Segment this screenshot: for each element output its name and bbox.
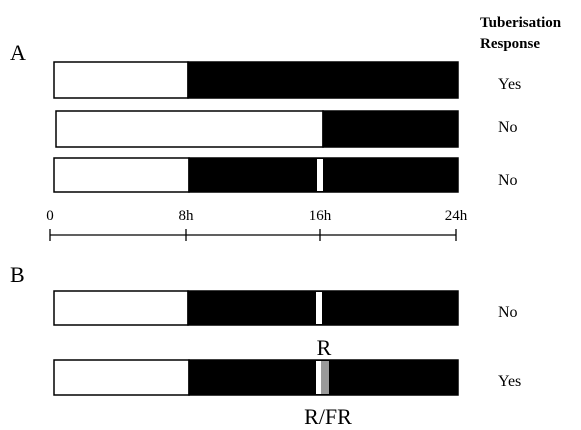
panel-label-b: B [10,262,25,287]
scheme-b1: R No [53,290,518,360]
scheme-a2: No [55,110,518,148]
response-label: Yes [498,373,521,390]
panel-label-a: A [10,40,26,65]
header-response: Response [480,36,540,52]
red-night-break [316,292,322,324]
scheme-a3: No [53,157,518,193]
light-period-bar [53,61,189,99]
scheme-a1: Yes [53,61,521,99]
light-period-bar [53,290,189,326]
tick-label-0: 0 [46,208,54,224]
time-axis: 0 8h 16h 24h [46,208,468,241]
dark-period-bar [188,157,459,193]
scheme-b2: R/FR Yes [53,359,521,429]
light-period-bar [53,157,190,193]
dark-period-bar [187,61,459,99]
light-period-bar [55,110,324,148]
red-night-break [316,361,321,394]
header-tuberisation: Tuberisation [480,15,562,31]
response-label: Yes [498,76,521,93]
far-red-night-break [321,361,329,394]
dark-period-bar [187,290,459,326]
tick-label-8h: 8h [179,208,195,224]
tick-label-16h: 16h [309,208,332,224]
red-night-break [317,159,323,191]
light-period-bar [53,359,190,396]
night-break-label-rfr: R/FR [304,404,352,429]
response-label: No [498,304,518,321]
tick-label-24h: 24h [445,208,468,224]
dark-period-bar [322,110,459,148]
response-label: No [498,119,518,136]
night-break-label-r: R [317,335,332,360]
response-label: No [498,172,518,189]
